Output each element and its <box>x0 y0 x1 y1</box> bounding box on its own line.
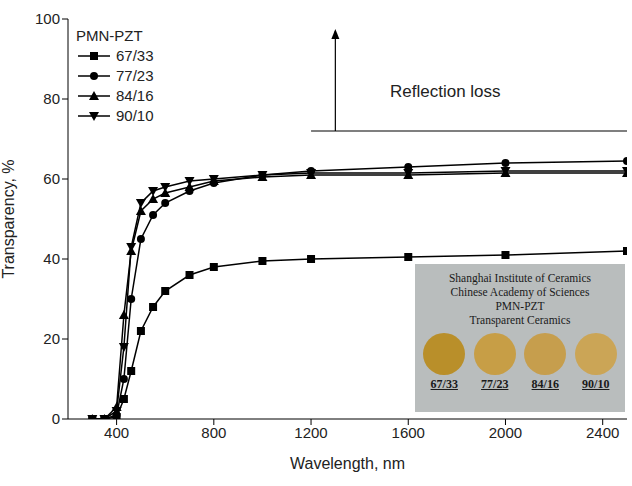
html-text:90/10: 90/10 <box>116 107 154 124</box>
svg-text:0: 0 <box>52 410 60 427</box>
html-text:PMN-PZT: PMN-PZT <box>76 27 143 44</box>
html-text:PMN-PZT: PMN-PZT <box>495 300 545 312</box>
html-text:90/10: 90/10 <box>582 377 610 391</box>
svg-text:100: 100 <box>35 10 60 27</box>
svg-text:Wavelength, nm: Wavelength, nm <box>290 455 405 472</box>
svg-text:2000: 2000 <box>489 424 522 441</box>
html-text:Reflection loss: Reflection loss <box>390 82 501 101</box>
svg-text:400: 400 <box>104 424 129 441</box>
svg-text:2400: 2400 <box>586 424 619 441</box>
html-text:84/16: 84/16 <box>116 87 154 104</box>
html-text:Shanghai Institute of Ceramics: Shanghai Institute of Ceramics <box>448 272 592 284</box>
svg-text:60: 60 <box>43 170 60 187</box>
svg-text:80: 80 <box>43 90 60 107</box>
svg-text:20: 20 <box>43 330 60 347</box>
html-text:67/33: 67/33 <box>116 47 154 64</box>
html-text:77/23: 77/23 <box>116 67 154 84</box>
html-text:Chinese Academy of Sciences: Chinese Academy of Sciences <box>450 286 590 298</box>
svg-text:40: 40 <box>43 250 60 267</box>
html-text:67/33: 67/33 <box>430 377 458 391</box>
svg-text:1600: 1600 <box>392 424 425 441</box>
html-text:Transparent Ceramics: Transparent Ceramics <box>469 314 571 326</box>
html-text:84/16: 84/16 <box>531 377 559 391</box>
svg-text:Transparency, %: Transparency, % <box>0 159 17 278</box>
svg-text:800: 800 <box>201 424 226 441</box>
svg-text:1200: 1200 <box>294 424 327 441</box>
html-text:77/23: 77/23 <box>481 377 509 391</box>
